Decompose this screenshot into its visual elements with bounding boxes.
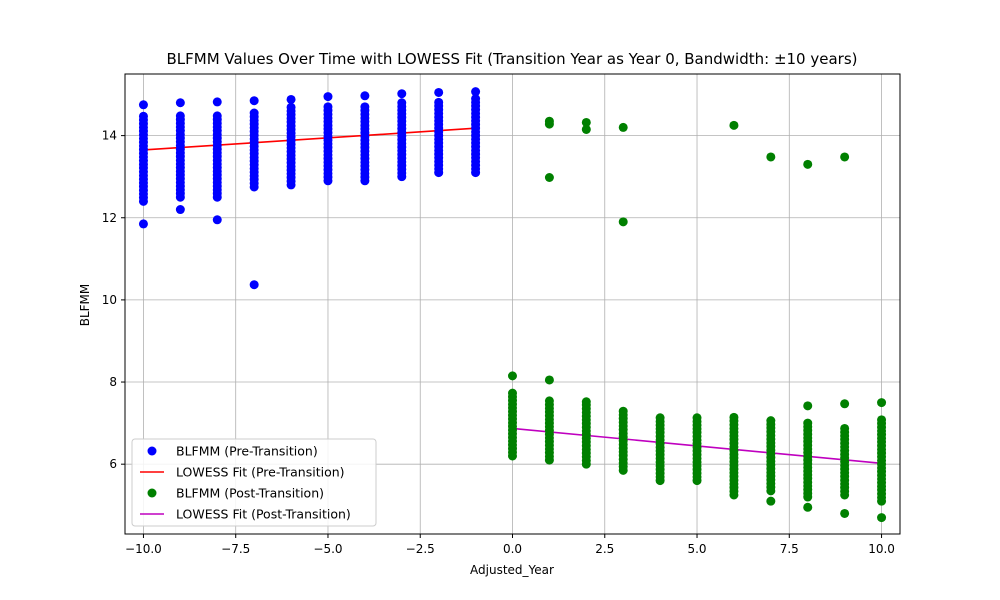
data-point bbox=[249, 96, 259, 106]
data-point bbox=[212, 97, 222, 107]
x-tick-label: 2.5 bbox=[595, 542, 614, 556]
data-point bbox=[175, 111, 185, 121]
data-point bbox=[249, 280, 259, 290]
series-1-line bbox=[143, 127, 476, 151]
data-point bbox=[581, 117, 591, 127]
legend-label: BLFMM (Pre-Transition) bbox=[176, 444, 318, 459]
x-tick-label: 10.0 bbox=[868, 542, 895, 556]
data-point bbox=[840, 399, 850, 409]
x-tick-label: 5.0 bbox=[687, 542, 706, 556]
data-point bbox=[840, 152, 850, 162]
data-point bbox=[544, 375, 554, 385]
legend-label: BLFMM (Post-Transition) bbox=[176, 486, 324, 501]
data-point bbox=[360, 91, 370, 101]
data-point bbox=[212, 215, 222, 225]
y-tick-label: 10 bbox=[102, 293, 117, 307]
data-point bbox=[877, 398, 887, 408]
legend-label: LOWESS Fit (Pre-Transition) bbox=[176, 465, 345, 480]
data-point bbox=[618, 406, 628, 416]
data-point bbox=[766, 496, 776, 506]
data-point bbox=[803, 159, 813, 169]
y-tick-label: 6 bbox=[109, 457, 117, 471]
data-point bbox=[877, 415, 887, 425]
data-point bbox=[434, 97, 444, 107]
data-point bbox=[766, 416, 776, 426]
data-point bbox=[175, 98, 185, 108]
y-tick-label: 12 bbox=[102, 211, 117, 225]
data-point bbox=[618, 217, 628, 227]
x-tick-label: −5.0 bbox=[313, 542, 342, 556]
legend-marker bbox=[147, 446, 157, 456]
series-2-points bbox=[508, 116, 887, 523]
data-point bbox=[397, 98, 407, 108]
data-point bbox=[471, 87, 481, 97]
data-point bbox=[581, 124, 591, 134]
y-tick-label: 14 bbox=[102, 129, 117, 143]
axis-ticks: −10.0 −7.5 −5.0 −2.5 0.0 2.5 5.0 7.5 10.0 6 8 10 12 1… bbox=[102, 129, 895, 556]
data-point bbox=[544, 396, 554, 406]
x-tick-label: 0.0 bbox=[503, 542, 522, 556]
data-point bbox=[286, 94, 296, 104]
data-point bbox=[877, 513, 887, 523]
data-point bbox=[286, 102, 296, 112]
y-axis-label: BLFMM bbox=[78, 284, 92, 327]
data-point bbox=[692, 413, 702, 423]
data-point bbox=[323, 102, 333, 112]
legend-frame bbox=[131, 438, 377, 527]
data-point bbox=[138, 111, 148, 121]
legend-label: LOWESS Fit (Post-Transition) bbox=[176, 507, 351, 522]
data-point bbox=[840, 423, 850, 433]
legend-marker bbox=[147, 488, 157, 498]
x-tick-label: −7.5 bbox=[221, 542, 250, 556]
data-point bbox=[803, 502, 813, 512]
data-point bbox=[618, 122, 628, 132]
x-tick-label: 7.5 bbox=[780, 542, 799, 556]
y-tick-label: 8 bbox=[109, 375, 117, 389]
x-tick-label: −2.5 bbox=[406, 542, 435, 556]
x-axis-label: Adjusted_Year bbox=[470, 563, 554, 577]
data-point bbox=[729, 120, 739, 130]
data-point bbox=[249, 108, 259, 118]
data-point bbox=[729, 412, 739, 422]
data-point bbox=[212, 111, 222, 121]
legend: BLFMM (Pre-Transition) LOWESS Fit (Pre-Tr… bbox=[131, 438, 377, 527]
data-point bbox=[434, 87, 444, 97]
data-point bbox=[138, 100, 148, 110]
data-point bbox=[766, 152, 776, 162]
data-point bbox=[397, 89, 407, 99]
data-point bbox=[323, 92, 333, 102]
data-point bbox=[360, 102, 370, 112]
x-tick-label: −10.0 bbox=[125, 542, 162, 556]
data-point bbox=[840, 508, 850, 518]
chart-title: BLFMM Values Over Time with LOWESS Fit (… bbox=[166, 50, 857, 68]
data-point bbox=[175, 205, 185, 215]
data-point bbox=[471, 94, 481, 104]
data-point bbox=[655, 413, 665, 423]
data-point bbox=[544, 173, 554, 182]
series-0-points bbox=[138, 87, 481, 290]
scatter-points bbox=[138, 87, 887, 523]
data-point bbox=[508, 388, 517, 398]
data-point bbox=[138, 219, 148, 229]
data-point bbox=[544, 119, 554, 129]
data-point bbox=[581, 397, 591, 407]
data-point bbox=[803, 401, 813, 411]
data-point bbox=[803, 418, 813, 428]
data-point bbox=[508, 371, 517, 381]
